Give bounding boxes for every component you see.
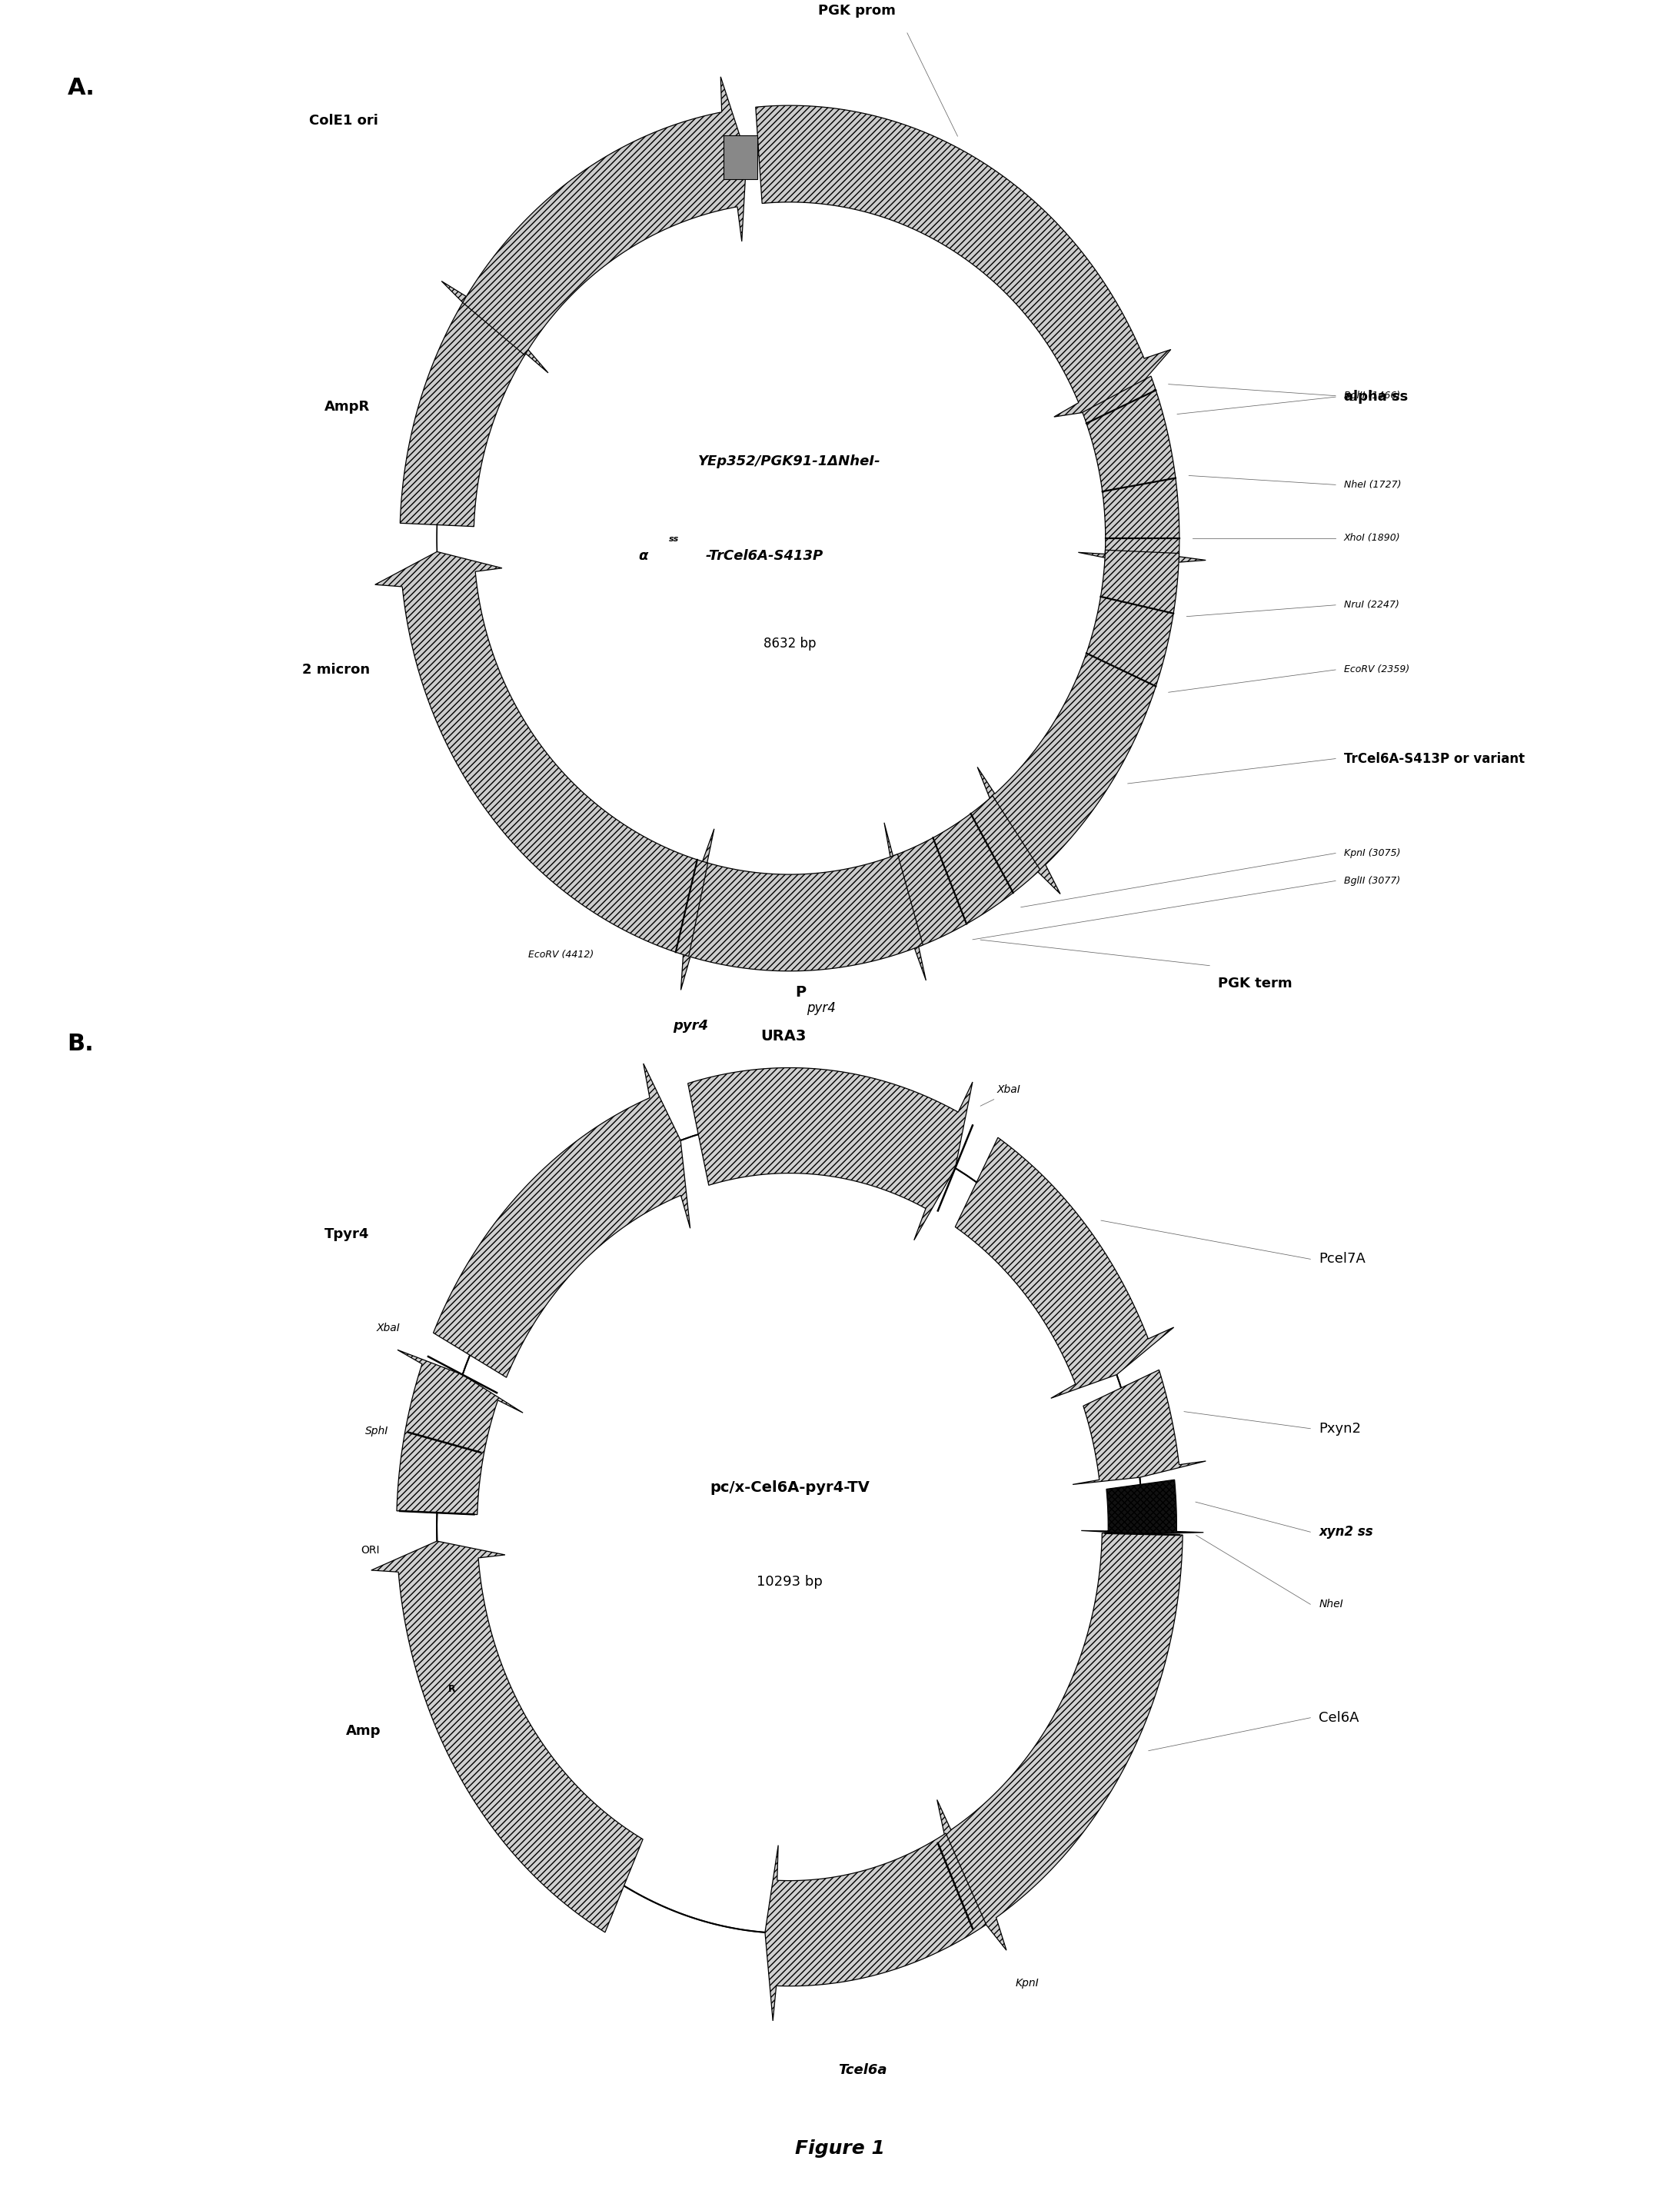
Text: SphI: SphI (365, 1426, 388, 1437)
Polygon shape (687, 1068, 973, 1239)
Text: EcoRV (4412): EcoRV (4412) (529, 949, 595, 960)
Text: α: α (638, 549, 648, 562)
Text: R: R (449, 1683, 455, 1694)
Text: alpha ss: alpha ss (1344, 391, 1408, 404)
Text: XhoI (1890): XhoI (1890) (1344, 534, 1401, 543)
Text: EcoRV (2359): EcoRV (2359) (1344, 666, 1410, 674)
Polygon shape (1079, 376, 1206, 565)
Text: AmpR: AmpR (324, 400, 370, 413)
Text: YEp352/PGK91-1ΔNheI-: YEp352/PGK91-1ΔNheI- (699, 455, 880, 468)
Text: 8632 bp: 8632 bp (763, 637, 816, 650)
Text: pyr4: pyr4 (674, 1019, 709, 1033)
Polygon shape (1082, 1481, 1203, 1534)
Text: KpnI: KpnI (1016, 1977, 1040, 1988)
Polygon shape (937, 1534, 1183, 1951)
Text: xyn2 ss: xyn2 ss (1319, 1525, 1373, 1538)
Text: NheI: NheI (1319, 1599, 1344, 1610)
Text: P: P (796, 984, 806, 1000)
Text: Pxyn2: Pxyn2 (1319, 1421, 1361, 1435)
Polygon shape (956, 1138, 1174, 1397)
Text: ORI: ORI (361, 1544, 380, 1555)
Polygon shape (884, 795, 1040, 980)
Polygon shape (396, 1349, 522, 1514)
Polygon shape (756, 105, 1171, 417)
Polygon shape (1072, 1371, 1206, 1485)
Text: TrCel6A-S413P or variant: TrCel6A-S413P or variant (1344, 751, 1525, 765)
Text: Tpyr4: Tpyr4 (324, 1228, 370, 1241)
Text: Cel6A: Cel6A (1319, 1711, 1359, 1725)
Text: PGK term: PGK term (1218, 978, 1292, 991)
Text: Amp: Amp (346, 1725, 381, 1738)
Text: KpnI (3075): KpnI (3075) (1344, 848, 1401, 859)
Polygon shape (462, 77, 746, 356)
Text: NruI (2247): NruI (2247) (1344, 600, 1399, 611)
Polygon shape (764, 1832, 986, 2021)
Text: 2 micron: 2 micron (302, 663, 370, 677)
Text: Figure 1: Figure 1 (795, 2140, 885, 2157)
Text: PGK prom: PGK prom (818, 4, 895, 18)
Polygon shape (680, 828, 922, 991)
Polygon shape (371, 1540, 643, 1933)
Text: BglII (3077): BglII (3077) (1344, 877, 1401, 885)
Text: BglII (1466): BglII (1466) (1344, 391, 1401, 400)
Polygon shape (375, 551, 707, 956)
Text: -TrCel6A-S413P: -TrCel6A-S413P (706, 549, 823, 562)
Text: Tcel6a: Tcel6a (838, 2063, 887, 2076)
Polygon shape (400, 281, 548, 527)
Text: 10293 bp: 10293 bp (756, 1575, 823, 1588)
Text: pyr4: pyr4 (806, 1002, 835, 1015)
Text: pc/x-Cel6A-pyr4-TV: pc/x-Cel6A-pyr4-TV (709, 1481, 870, 1494)
Text: Pcel7A: Pcel7A (1319, 1252, 1366, 1265)
Text: NheI (1727): NheI (1727) (1344, 479, 1401, 490)
Text: ss: ss (669, 534, 679, 543)
Text: A.: A. (67, 77, 94, 99)
Text: B.: B. (67, 1033, 94, 1055)
Polygon shape (978, 549, 1179, 894)
Text: ColE1 ori: ColE1 ori (309, 114, 378, 127)
Text: XbaI: XbaI (376, 1323, 400, 1334)
Polygon shape (433, 1063, 690, 1378)
Text: XbaI: XbaI (998, 1085, 1021, 1094)
Bar (724, 136, 758, 180)
Text: URA3: URA3 (761, 1028, 806, 1044)
